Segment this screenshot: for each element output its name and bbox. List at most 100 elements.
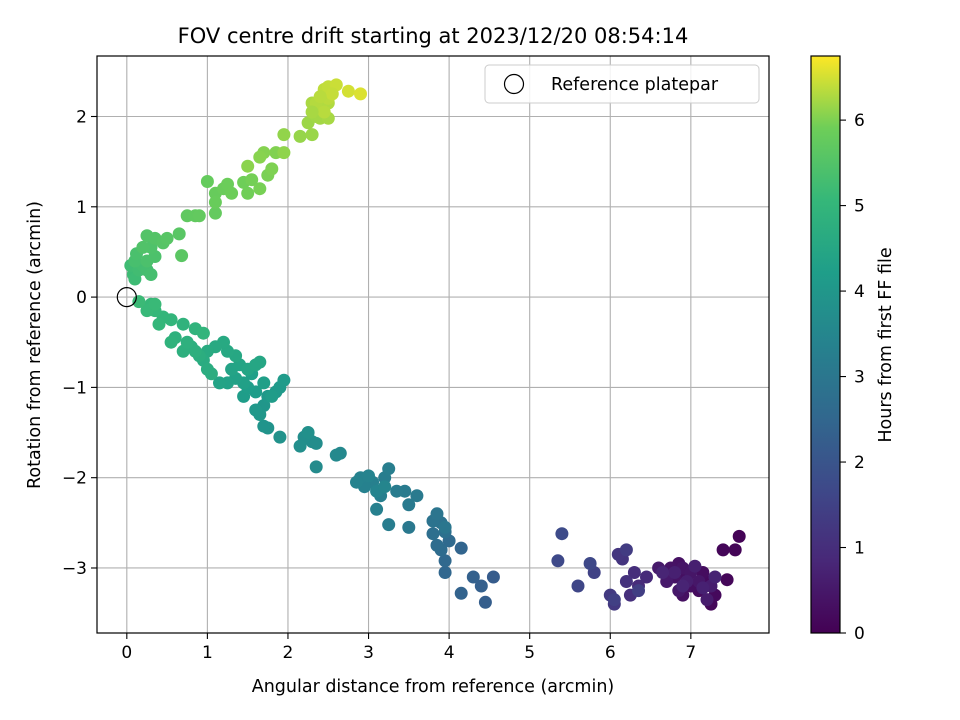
data-point: [192, 209, 206, 223]
data-point: [438, 554, 452, 568]
legend: Reference platepar: [484, 64, 760, 104]
y-axis-label: Rotation from reference (arcmin): [25, 201, 45, 489]
data-point: [265, 389, 279, 403]
data-point: [213, 376, 226, 390]
y-tick-label: 2: [76, 107, 87, 127]
data-point: [305, 128, 319, 142]
reference-marker-layer: [116, 286, 137, 308]
chart-title: FOV centre drift starting at 2023/12/20 …: [178, 24, 689, 48]
data-point: [571, 579, 585, 593]
data-point: [656, 566, 670, 579]
gridlines: [97, 56, 769, 633]
data-point: [317, 105, 331, 119]
y-tick-label: 1: [76, 198, 87, 218]
colorbar-tick-label: 4: [854, 282, 865, 302]
data-point: [466, 570, 480, 584]
data-point: [200, 175, 214, 188]
data-point: [241, 186, 255, 200]
y-tick-label: −1: [62, 378, 87, 398]
data-point: [204, 367, 218, 381]
data-point: [362, 469, 375, 483]
data-point: [188, 344, 202, 358]
data-point: [370, 502, 384, 516]
data-point: [716, 543, 730, 557]
data-point: [208, 206, 222, 220]
data-point: [720, 573, 734, 587]
colorbar-tick-label: 0: [854, 624, 865, 644]
legend-reference-marker: [503, 73, 525, 95]
data-point: [180, 335, 194, 349]
data-point: [249, 403, 263, 417]
colorbar: 0 1 2 3 4 5 6 Hours from first FF file: [810, 55, 896, 644]
data-point: [708, 570, 722, 584]
colorbar-tick-label: 2: [854, 453, 865, 473]
data-point: [551, 554, 565, 568]
legend-entry-reference: Reference platepar: [551, 75, 719, 95]
data-point: [253, 182, 267, 196]
colorbar-label: Hours from first FF file: [876, 247, 896, 442]
reference-platepar-marker: [116, 286, 137, 308]
data-point: [257, 376, 271, 390]
data-point: [382, 462, 396, 476]
data-point: [293, 439, 307, 453]
data-point: [196, 326, 210, 340]
data-point: [132, 295, 146, 309]
data-point: [474, 579, 488, 593]
data-point: [438, 520, 452, 534]
plot-frame: [96, 55, 770, 634]
data-point: [627, 566, 641, 579]
x-tick-label: 2: [283, 643, 294, 663]
data-point: [277, 146, 291, 160]
colorbar-tick-label: 6: [854, 111, 865, 131]
data-point: [225, 186, 239, 200]
data-point: [265, 162, 279, 176]
y-tick-label: 0: [76, 288, 87, 308]
x-tick-label: 5: [524, 643, 535, 663]
data-point: [486, 570, 500, 584]
data-point: [341, 84, 355, 98]
data-point: [700, 593, 714, 607]
data-point: [350, 475, 363, 489]
data-point: [144, 268, 158, 281]
data-point: [257, 419, 271, 433]
x-axis: 0 1 2 3 4 5 6 7: [121, 633, 696, 663]
data-point: [176, 317, 190, 331]
colorbar-tick-label: 1: [854, 539, 865, 559]
data-point: [172, 227, 186, 241]
data-point: [329, 448, 343, 462]
colorbar-tick-label: 5: [854, 197, 865, 217]
data-point: [164, 335, 178, 349]
data-point: [454, 541, 468, 555]
data-point: [354, 87, 367, 101]
colorbar-ticks: 0 1 2 3 4 5 6: [840, 111, 865, 644]
data-point: [277, 373, 291, 387]
data-point: [619, 543, 633, 557]
data-point: [301, 426, 315, 439]
data-point: [382, 518, 396, 532]
data-point: [208, 195, 222, 209]
data-point: [277, 128, 291, 142]
data-point: [402, 520, 416, 534]
data-point: [732, 529, 746, 543]
data-point: [688, 559, 702, 573]
y-tick-label: −2: [62, 469, 87, 489]
data-point: [325, 87, 339, 101]
colorbar-gradient: [810, 55, 841, 634]
data-point: [309, 436, 323, 450]
data-point: [136, 240, 150, 254]
data-point: [426, 527, 440, 541]
data-point: [148, 297, 162, 311]
data-point: [313, 90, 327, 104]
data-point: [640, 570, 653, 584]
data-point: [175, 249, 189, 263]
x-tick-label: 6: [605, 643, 616, 663]
data-point: [668, 566, 682, 579]
data-point: [309, 460, 323, 474]
data-point: [241, 159, 255, 173]
data-point: [555, 527, 569, 541]
x-tick-label: 4: [444, 643, 455, 663]
data-point: [378, 480, 392, 494]
data-point: [430, 507, 444, 521]
data-point: [245, 173, 259, 187]
